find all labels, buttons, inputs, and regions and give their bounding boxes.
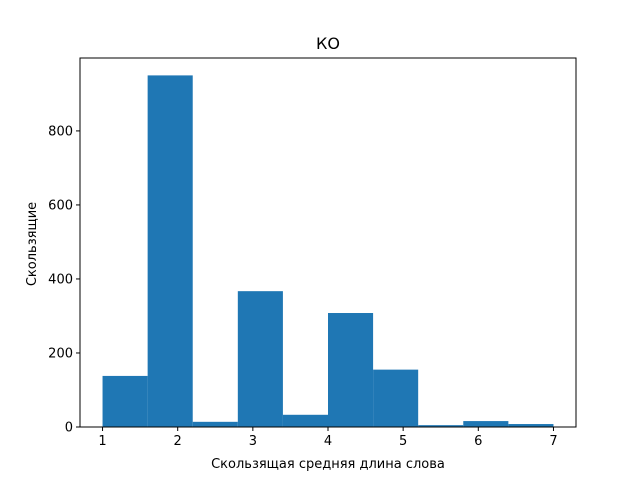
histogram-bar [102,375,148,427]
x-tick-label: 4 [324,434,332,449]
histogram-bar [192,421,238,427]
y-tick-label: 0 [65,421,73,436]
histogram-bar [463,421,509,427]
y-tick-label: 800 [48,124,73,139]
x-tick-label: 7 [549,434,557,449]
x-tick-label: 1 [98,434,106,449]
x-axis-ticks: 1 2 3 4 5 6 7 [98,427,558,449]
y-tick-label: 200 [48,346,73,361]
histogram-bar [237,291,283,427]
chart-title: КО [316,34,340,53]
x-tick-label: 6 [474,434,482,449]
histogram-bar [328,313,374,427]
y-tick-label: 600 [48,198,73,213]
bars-group [102,75,554,427]
y-tick-label: 400 [48,272,73,287]
histogram-bar [418,425,464,427]
histogram-bar [373,369,419,427]
histogram-bar [147,75,193,427]
x-axis-label: Скользящая средняя длина слова [211,457,445,472]
x-tick-label: 5 [399,434,407,449]
y-axis-label: Скользящие [25,202,40,286]
histogram-bar [282,414,328,427]
histogram-bar [508,424,554,427]
x-tick-label: 3 [249,434,257,449]
y-axis-ticks: 0 200 400 600 800 [48,124,80,436]
x-tick-label: 2 [174,434,182,449]
